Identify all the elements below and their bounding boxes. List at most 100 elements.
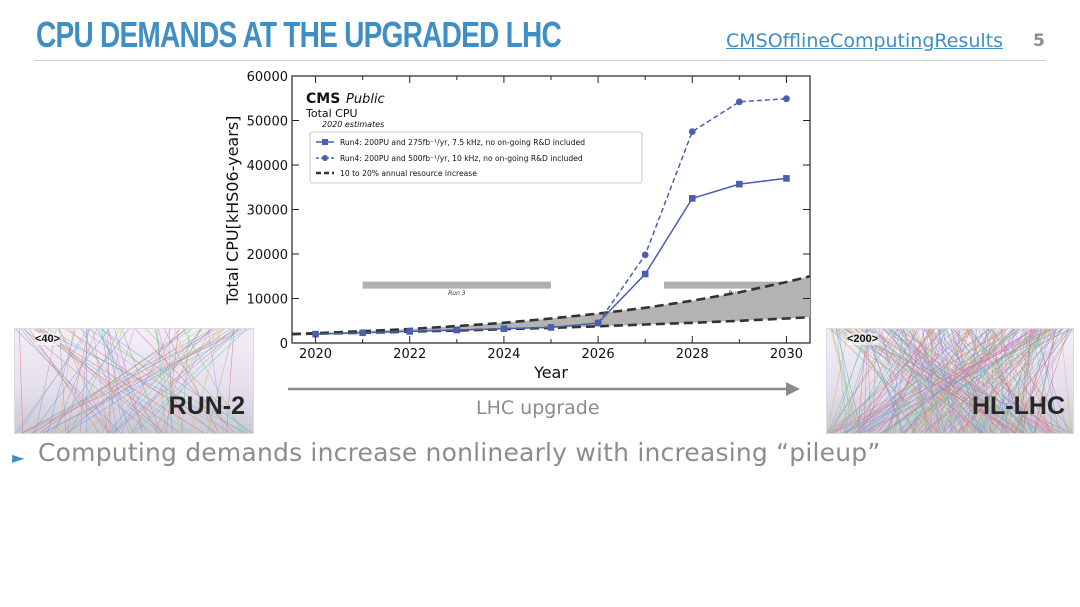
track-line xyxy=(111,329,211,433)
track-line xyxy=(96,329,159,433)
track-line xyxy=(964,329,988,433)
track-line xyxy=(21,329,213,433)
track-line xyxy=(912,329,930,433)
track-line xyxy=(226,329,235,433)
data-point-series1 xyxy=(312,330,319,338)
right-arrow-icon xyxy=(288,382,800,396)
triangle-bullet-icon: ► xyxy=(12,448,25,467)
page-number: 5 xyxy=(1033,31,1045,51)
track-line xyxy=(903,329,931,433)
track-line xyxy=(57,329,201,433)
track-line xyxy=(945,329,988,433)
track-line xyxy=(836,329,848,433)
track-line xyxy=(983,329,1027,433)
x-axis-label: Year xyxy=(533,363,568,382)
track-line xyxy=(155,329,182,433)
cpu-demand-chart: Run 3Run 4 01000020000300004000050000600… xyxy=(223,70,811,382)
track-line xyxy=(843,329,1018,433)
track-line xyxy=(883,329,1020,433)
track-line xyxy=(1034,329,1057,433)
track-line xyxy=(970,329,977,433)
data-point-series1 xyxy=(500,325,508,333)
track-line xyxy=(864,329,905,433)
data-point-series1 xyxy=(641,270,649,278)
track-line xyxy=(50,329,129,433)
track-line xyxy=(941,329,1035,433)
track-line xyxy=(861,329,1016,433)
chart-legend: Run4: 200PU and 275fb⁻¹/yr, 7.5 kHz, no … xyxy=(309,131,643,184)
track-line xyxy=(35,329,57,433)
track-line xyxy=(841,329,932,433)
track-line xyxy=(876,329,971,433)
track-line xyxy=(1013,329,1027,433)
track-line xyxy=(923,329,1030,433)
legend-entry-band: 10 to 20% annual resource increase xyxy=(340,169,477,178)
track-line xyxy=(102,329,135,433)
legend-square-marker xyxy=(322,139,328,145)
hllhc-label: HL-LHC xyxy=(971,392,1065,420)
track-line xyxy=(909,329,947,433)
legend-box xyxy=(309,131,643,184)
computing-results-link[interactable]: CMSOfflineComputingResults xyxy=(726,30,1003,52)
track-line xyxy=(22,329,247,433)
y-tick-label: 30000 xyxy=(247,204,288,219)
chart-note: 2020 estimates xyxy=(322,120,384,129)
track-line xyxy=(23,329,152,433)
track-line xyxy=(830,329,940,433)
track-line xyxy=(898,329,983,433)
track-line xyxy=(965,329,1066,433)
track-line xyxy=(868,329,1034,433)
track-line xyxy=(934,329,971,433)
track-line xyxy=(35,329,192,433)
data-point-series1 xyxy=(453,326,461,334)
data-point-series2 xyxy=(735,98,743,106)
track-line xyxy=(31,329,110,433)
track-line xyxy=(972,329,1025,433)
track-line xyxy=(112,329,234,433)
track-line xyxy=(889,329,904,433)
track-line xyxy=(844,329,1073,433)
track-line xyxy=(154,329,174,433)
track-line xyxy=(15,329,92,433)
track-line xyxy=(1051,329,1054,433)
track-line xyxy=(892,329,1048,433)
y-tick-label: 20000 xyxy=(247,248,288,263)
track-line xyxy=(944,329,1029,433)
track-line xyxy=(168,329,172,433)
run2-event-display: <40> RUN-2 xyxy=(14,328,254,434)
track-line xyxy=(854,329,983,433)
data-point-series2 xyxy=(783,95,790,103)
track-line xyxy=(912,329,943,433)
track-line xyxy=(830,329,857,433)
track-line xyxy=(20,329,109,433)
track-line xyxy=(881,329,903,433)
track-line xyxy=(921,329,937,433)
y-tick-label: 40000 xyxy=(247,159,288,174)
track-line xyxy=(831,329,1039,433)
track-line xyxy=(39,329,248,433)
track-line xyxy=(66,329,89,433)
y-tick-label: 0 xyxy=(280,337,288,352)
x-tick-label: 2028 xyxy=(676,347,709,362)
track-line xyxy=(859,329,962,433)
track-line xyxy=(130,329,202,433)
track-line xyxy=(963,329,1051,433)
track-line xyxy=(835,329,970,433)
track-line xyxy=(930,329,933,433)
track-line xyxy=(154,329,201,433)
track-line xyxy=(174,329,214,433)
track-line xyxy=(54,329,98,433)
track-line xyxy=(942,329,984,433)
track-line xyxy=(134,329,248,433)
track-line xyxy=(47,329,76,433)
track-line xyxy=(938,329,1020,433)
run-bar xyxy=(362,281,551,289)
track-line xyxy=(848,329,917,433)
track-line xyxy=(838,329,852,433)
track-lines-right xyxy=(827,329,1073,433)
track-line xyxy=(108,329,123,433)
track-line xyxy=(828,329,870,433)
x-tick-label: 2030 xyxy=(770,347,803,362)
track-line xyxy=(953,329,1025,433)
track-line xyxy=(28,329,100,433)
